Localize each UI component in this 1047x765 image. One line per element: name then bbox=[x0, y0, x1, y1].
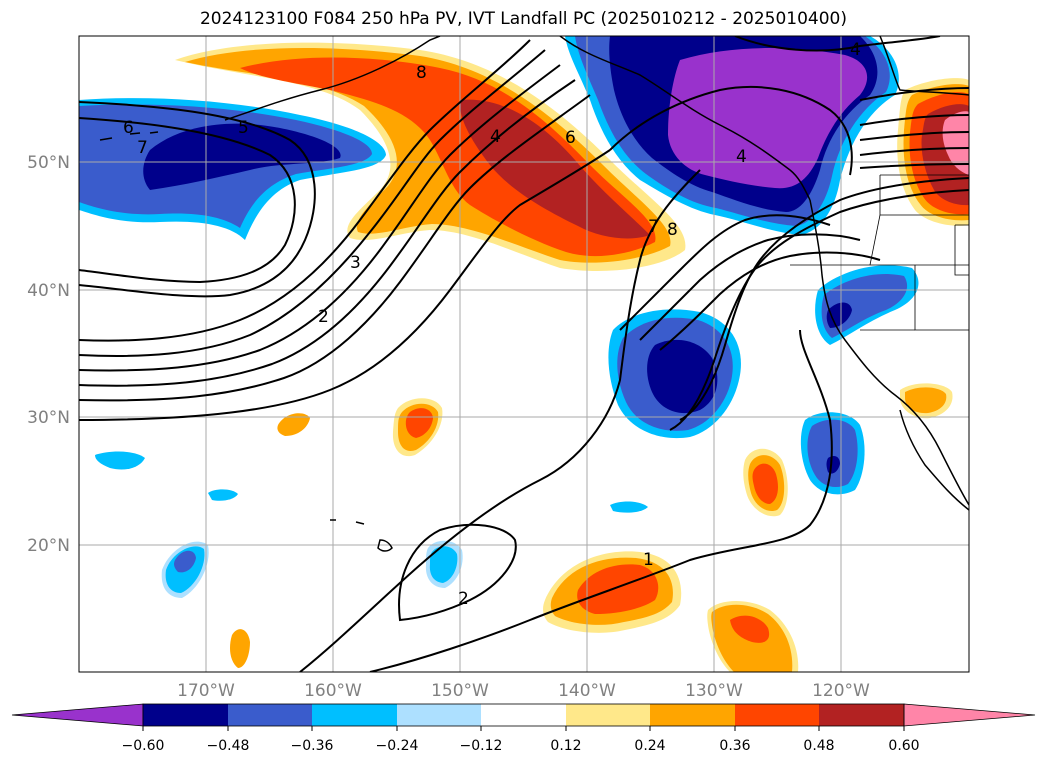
lat-label: 20°N bbox=[27, 536, 70, 556]
latitude-labels: 50°N 40°N 30°N 20°N bbox=[27, 153, 70, 556]
contour-label: 8 bbox=[667, 220, 678, 240]
contour-label: 4 bbox=[490, 127, 501, 147]
longitude-labels: 170°W 160°W 150°W 140°W 130°W 120°W bbox=[177, 681, 870, 701]
map-frame bbox=[78, 35, 970, 673]
lon-label: 120°W bbox=[812, 681, 870, 701]
positive-anomaly-blob-east bbox=[743, 448, 788, 517]
colorbar-segment bbox=[312, 704, 397, 726]
colorbar-frame bbox=[142, 703, 905, 727]
colorbar-segment bbox=[566, 704, 650, 726]
colorbar-segment bbox=[650, 704, 735, 726]
lon-label: 150°W bbox=[431, 681, 489, 701]
colorbar-tick-label: 0.36 bbox=[719, 738, 750, 754]
contour-label: 3 bbox=[350, 253, 361, 273]
contour-label: 1 bbox=[643, 550, 654, 570]
colorbar-tick-label: −0.60 bbox=[122, 738, 165, 754]
lon-label: 130°W bbox=[685, 681, 743, 701]
gridlines bbox=[79, 36, 969, 672]
contour-label: 7 bbox=[648, 217, 659, 237]
colorbar-segment bbox=[481, 704, 566, 726]
shaded-field: 6 7 5 8 4 6 8 7 4 3 2 1 2 4 bbox=[79, 36, 969, 672]
negative-anomaly-small-1 bbox=[95, 451, 145, 470]
colorbar-tick-label: 0.12 bbox=[550, 738, 581, 754]
contour-label: 6 bbox=[565, 128, 576, 148]
colorbar-segment bbox=[819, 704, 904, 726]
contour-label: 8 bbox=[416, 63, 427, 83]
lon-label: 160°W bbox=[304, 681, 362, 701]
positive-anomaly-blob-central bbox=[392, 398, 443, 457]
colorbar-tick-label: 0.24 bbox=[634, 738, 665, 754]
colorbar-tick-label: 0.48 bbox=[803, 738, 834, 754]
contour-label: 7 bbox=[137, 138, 148, 158]
colorbar-segment bbox=[397, 704, 481, 726]
colorbar-tick-label: −0.48 bbox=[207, 738, 250, 754]
positive-anomaly-blob-small bbox=[277, 413, 310, 436]
negative-anomaly-offshore-california bbox=[608, 309, 741, 439]
positive-anomaly-baja-coast bbox=[900, 383, 953, 419]
contour-label: 2 bbox=[458, 589, 469, 609]
contour-label: 5 bbox=[238, 118, 249, 138]
colorbar-tick-label: −0.24 bbox=[376, 738, 419, 754]
contour-labels: 6 7 5 8 4 6 8 7 4 3 2 1 2 4 bbox=[123, 40, 861, 609]
colorbar-ticks bbox=[142, 726, 905, 731]
colorbar-min-extend bbox=[11, 703, 144, 727]
contour-label: 6 bbox=[123, 118, 134, 138]
positive-anomaly-south bbox=[543, 551, 682, 633]
lat-label: 40°N bbox=[27, 281, 70, 301]
lat-label: 30°N bbox=[27, 408, 70, 428]
map-title: 2024123100 F084 250 hPa PV, IVT Landfall… bbox=[199, 9, 847, 29]
contour-label: 4 bbox=[736, 147, 747, 167]
positive-anomaly-southeast bbox=[707, 601, 799, 672]
negative-anomaly-small-3 bbox=[610, 501, 648, 513]
colorbar-tick-labels: −0.60 −0.48 −0.36 −0.24 −0.12 0.12 0.24 … bbox=[122, 738, 920, 754]
lon-label: 170°W bbox=[177, 681, 235, 701]
lon-label: 140°W bbox=[558, 681, 616, 701]
colorbar-segment bbox=[228, 704, 312, 726]
colorbar: −0.60 −0.48 −0.36 −0.24 −0.12 0.12 0.24 … bbox=[11, 703, 1036, 754]
colorbar-tick-label: −0.12 bbox=[460, 738, 503, 754]
colorbar-segment bbox=[143, 704, 228, 726]
contour-label: 4 bbox=[850, 40, 861, 60]
colorbar-max-extend bbox=[903, 703, 1036, 727]
colorbar-tick-label: 0.60 bbox=[888, 738, 919, 754]
lat-label: 50°N bbox=[27, 153, 70, 173]
colorbar-tick-label: −0.36 bbox=[291, 738, 334, 754]
coastlines bbox=[99, 36, 969, 552]
negative-anomaly-small-2 bbox=[208, 489, 238, 501]
contour-label: 2 bbox=[318, 307, 329, 327]
positive-anomaly-blob-west bbox=[230, 629, 250, 668]
negative-anomaly-west-south bbox=[161, 541, 209, 598]
colorbar-segment bbox=[735, 704, 819, 726]
contours bbox=[79, 36, 969, 672]
